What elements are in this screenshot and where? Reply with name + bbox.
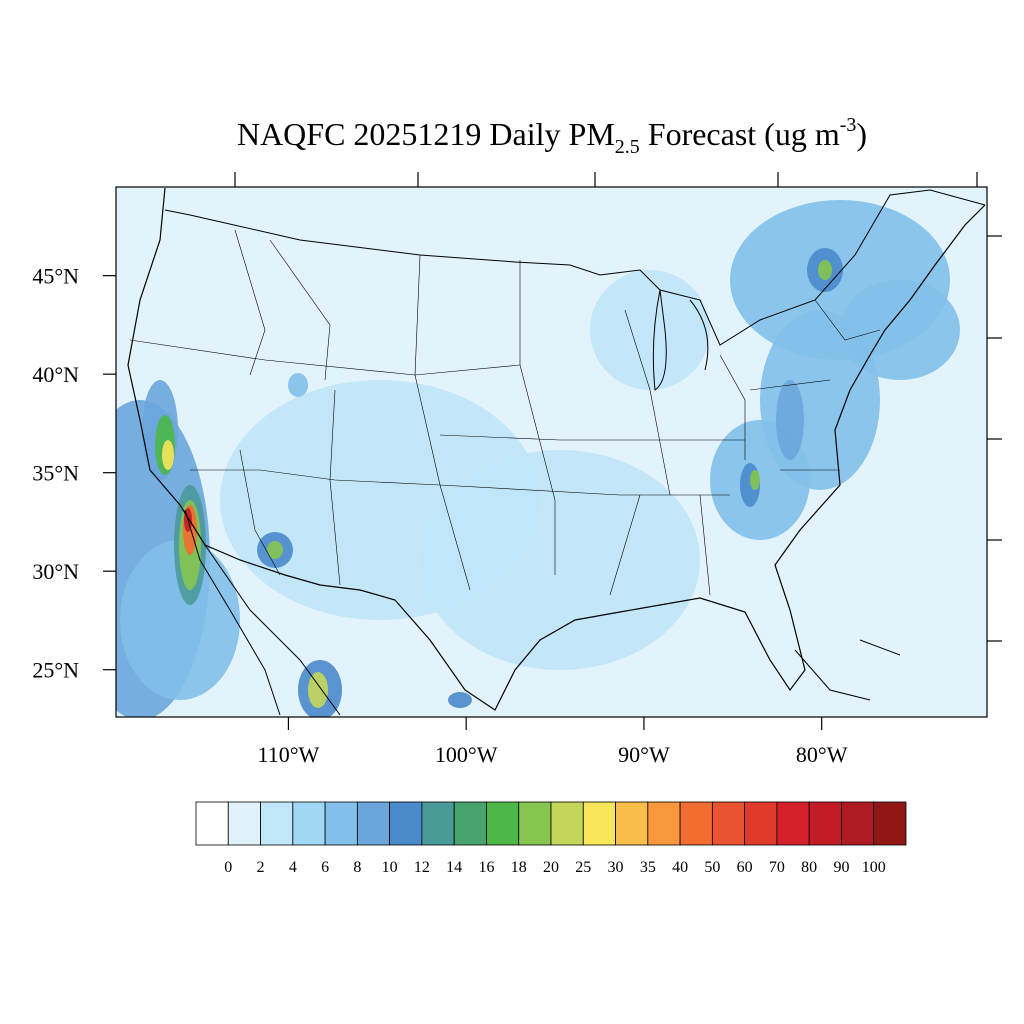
colorbar-label: 12 xyxy=(414,859,430,876)
colorbar-box xyxy=(421,801,455,846)
colorbar-box xyxy=(227,801,261,846)
x-tick-label: 80°W xyxy=(796,742,848,767)
colorbar-label: 25 xyxy=(575,859,591,876)
colorbar-box xyxy=(615,801,649,846)
colorbar-box xyxy=(292,801,326,846)
pm25-area xyxy=(308,672,328,708)
colorbar-box xyxy=(518,801,552,846)
colorbar-box xyxy=(260,801,294,846)
x-tick-label: 110°W xyxy=(258,742,320,767)
colorbar-box xyxy=(550,801,584,846)
colorbar-label: 70 xyxy=(769,859,785,876)
title-part: Forecast (ug m xyxy=(640,116,840,152)
colorbar-box xyxy=(195,801,229,846)
frame-ticks xyxy=(234,172,1002,642)
map-frame xyxy=(115,186,988,718)
title-part: NAQFC 20251219 Daily PM xyxy=(237,116,615,152)
pm25-area xyxy=(267,541,283,559)
colorbar-label: 90 xyxy=(833,859,849,876)
x-tick-label: 100°W xyxy=(435,742,498,767)
colorbar-label: 8 xyxy=(353,859,361,876)
colorbar-label: 14 xyxy=(446,859,462,876)
colorbar-label: 18 xyxy=(511,859,527,876)
colorbar-box xyxy=(744,801,778,846)
colorbar-label: 4 xyxy=(289,859,297,876)
axes: 110°W 100°W 90°W 80°W 45°N 40°N 35°N 30°N 25°N xyxy=(32,264,847,767)
colorbar-box xyxy=(356,801,391,846)
colorbar-label: 6 xyxy=(321,859,329,876)
y-tick-label: 30°N xyxy=(32,559,79,584)
pm25-area xyxy=(162,440,174,470)
y-tick-label: 25°N xyxy=(32,658,79,683)
colorbar-box xyxy=(711,801,746,846)
colorbar-label: 80 xyxy=(801,859,817,876)
colorbar-label: 10 xyxy=(382,859,398,876)
colorbar-label: 60 xyxy=(737,859,753,876)
colorbar-label: 35 xyxy=(640,859,656,876)
title-part: ) xyxy=(856,116,867,152)
colorbar-box xyxy=(776,801,810,846)
pm25-area xyxy=(420,450,700,670)
colorbar-box xyxy=(841,801,875,846)
colorbar-label: 100 xyxy=(862,859,886,876)
colorbar-box xyxy=(324,801,358,846)
y-tick-label: 45°N xyxy=(32,264,79,289)
colorbar-label: 40 xyxy=(672,859,688,876)
pm25-area xyxy=(840,280,960,380)
y-tick-label: 35°N xyxy=(32,461,79,486)
colorbar-box xyxy=(582,801,616,846)
colorbar-label: 0 xyxy=(224,859,232,876)
pm25-field xyxy=(116,187,987,717)
y-tick-label: 40°N xyxy=(32,362,79,387)
colorbar-label: 30 xyxy=(608,859,624,876)
pm25-area xyxy=(448,692,472,708)
colorbar-box xyxy=(647,801,681,846)
boundaries xyxy=(127,187,986,716)
title-subscript: 2.5 xyxy=(615,136,640,158)
pm25-area xyxy=(776,380,804,460)
pm25-area xyxy=(750,470,760,490)
colorbar-box xyxy=(389,801,423,846)
title-superscript: -3 xyxy=(840,114,857,136)
colorbar: 0 2 4 6 8 10 12 14 16 18 20 25 30 35 40 50 60 70 80 90 100 xyxy=(195,801,907,876)
colorbar-box xyxy=(486,801,520,846)
colorbar-box xyxy=(873,801,907,846)
colorbar-label: 2 xyxy=(257,859,265,876)
colorbar-label: 50 xyxy=(704,859,720,876)
title: NAQFC 20251219 Daily PM2.5 Forecast (ug … xyxy=(237,114,867,158)
colorbar-label: 16 xyxy=(478,859,494,876)
pm25-area xyxy=(590,270,710,390)
pm25-area xyxy=(288,373,308,397)
colorbar-box xyxy=(808,801,842,846)
colorbar-box xyxy=(679,801,713,846)
colorbar-label: 20 xyxy=(543,859,559,876)
colorbar-box xyxy=(453,801,487,846)
pm25-area xyxy=(120,540,240,700)
x-tick-label: 90°W xyxy=(618,742,670,767)
pm25-area xyxy=(818,260,832,280)
